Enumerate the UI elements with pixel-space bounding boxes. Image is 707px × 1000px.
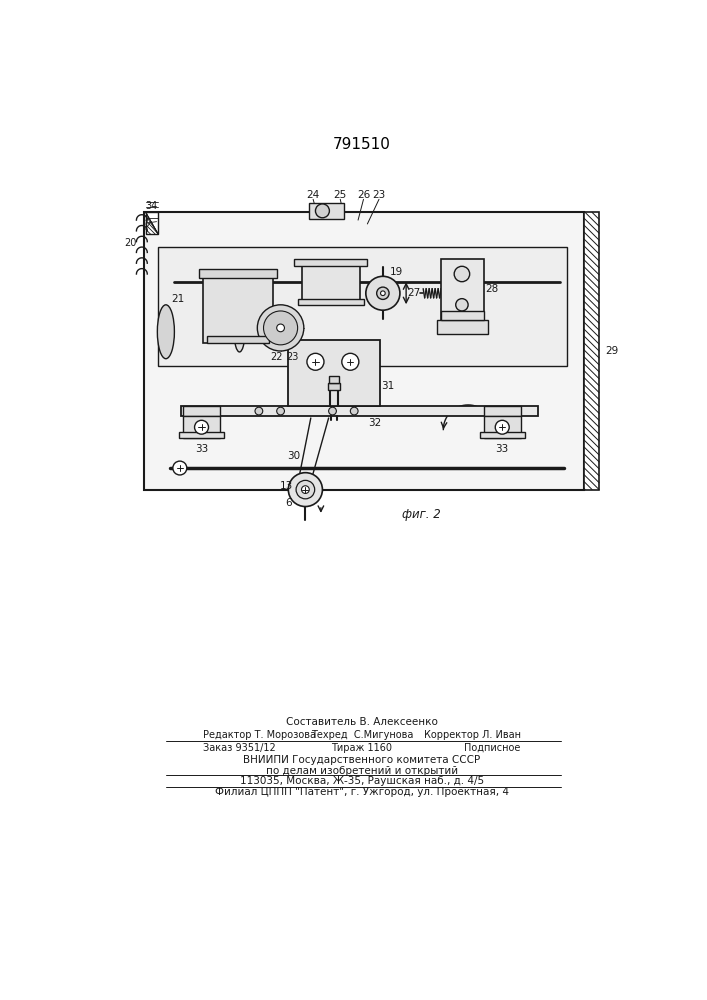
- Circle shape: [276, 407, 284, 415]
- Circle shape: [456, 299, 468, 311]
- Text: 28: 28: [485, 284, 498, 294]
- Circle shape: [276, 324, 284, 332]
- Bar: [166, 305, 240, 359]
- Text: фиг. 2: фиг. 2: [402, 508, 441, 521]
- Circle shape: [454, 266, 469, 282]
- Bar: [207, 336, 269, 343]
- Text: Составитель В. Алексеенко: Составитель В. Алексеенко: [286, 717, 438, 727]
- Bar: [480, 432, 525, 438]
- Circle shape: [307, 353, 324, 370]
- Circle shape: [351, 407, 358, 415]
- Bar: [441, 259, 484, 320]
- Text: 113035, Москва, Ж-35, Раушская наб., д. 4/5: 113035, Москва, Ж-35, Раушская наб., д. …: [240, 776, 484, 786]
- Text: 32: 32: [368, 418, 382, 428]
- Bar: [484, 406, 521, 416]
- Bar: [288, 340, 380, 406]
- Text: ВНИИПИ Государственного комитета СССР: ВНИИПИ Государственного комитета СССР: [243, 755, 481, 765]
- Circle shape: [296, 480, 315, 499]
- Text: 27: 27: [407, 288, 421, 298]
- Circle shape: [301, 486, 309, 493]
- Text: 30: 30: [287, 451, 300, 461]
- Bar: [298, 299, 363, 305]
- Text: Техред  С.Мигунова: Техред С.Мигунова: [311, 730, 413, 740]
- Circle shape: [495, 420, 509, 434]
- Text: Тираж 1160: Тираж 1160: [332, 743, 392, 753]
- Circle shape: [257, 305, 304, 351]
- Text: 31: 31: [381, 381, 394, 391]
- Text: 33: 33: [496, 444, 509, 454]
- Text: 791510: 791510: [333, 137, 391, 152]
- Bar: [441, 311, 484, 320]
- Text: 13: 13: [279, 481, 293, 491]
- Bar: [328, 383, 340, 390]
- Text: 19: 19: [390, 267, 404, 277]
- Text: 20: 20: [124, 238, 136, 248]
- Bar: [179, 432, 224, 438]
- Bar: [182, 406, 538, 416]
- Bar: [301, 262, 360, 305]
- Bar: [309, 203, 344, 219]
- Text: 33: 33: [195, 444, 208, 454]
- Bar: [183, 406, 220, 416]
- Text: 24: 24: [307, 190, 320, 200]
- Circle shape: [315, 204, 329, 218]
- Text: 25: 25: [334, 190, 347, 200]
- Circle shape: [377, 287, 389, 299]
- Text: 21: 21: [171, 294, 184, 304]
- Text: по делам изобретений и открытий: по делам изобретений и открытий: [266, 766, 458, 776]
- Text: 29: 29: [605, 346, 619, 356]
- Text: 6: 6: [285, 498, 292, 508]
- Bar: [437, 320, 488, 334]
- Bar: [293, 259, 368, 266]
- Circle shape: [173, 461, 187, 475]
- Ellipse shape: [158, 305, 175, 359]
- Text: Корректор Л. Иван: Корректор Л. Иван: [423, 730, 521, 740]
- Bar: [329, 376, 339, 383]
- Text: Редактор Т. Морозова: Редактор Т. Морозова: [203, 730, 316, 740]
- Bar: [583, 212, 599, 490]
- Circle shape: [288, 473, 322, 507]
- Bar: [199, 269, 276, 278]
- Circle shape: [194, 420, 209, 434]
- Text: Подписное: Подписное: [464, 743, 521, 753]
- Text: Заказ 9351/12: Заказ 9351/12: [203, 743, 276, 753]
- Text: 23: 23: [373, 190, 385, 200]
- Bar: [203, 270, 273, 343]
- Circle shape: [366, 276, 400, 310]
- Bar: [183, 416, 220, 438]
- Circle shape: [329, 407, 337, 415]
- Text: 22: 22: [271, 352, 283, 362]
- Circle shape: [341, 353, 359, 370]
- Text: Филиал ЦППП "Патент", г. Ужгород, ул. Проектная, 4: Филиал ЦППП "Патент", г. Ужгород, ул. Пр…: [215, 787, 509, 797]
- Circle shape: [264, 311, 298, 345]
- Circle shape: [255, 407, 263, 415]
- Text: 23: 23: [286, 352, 298, 362]
- Text: 26: 26: [357, 190, 370, 200]
- Circle shape: [380, 291, 385, 296]
- Bar: [158, 247, 566, 366]
- Ellipse shape: [234, 312, 245, 352]
- Bar: [144, 212, 583, 490]
- Bar: [146, 212, 158, 234]
- Text: 34: 34: [146, 201, 158, 211]
- Bar: [484, 416, 521, 438]
